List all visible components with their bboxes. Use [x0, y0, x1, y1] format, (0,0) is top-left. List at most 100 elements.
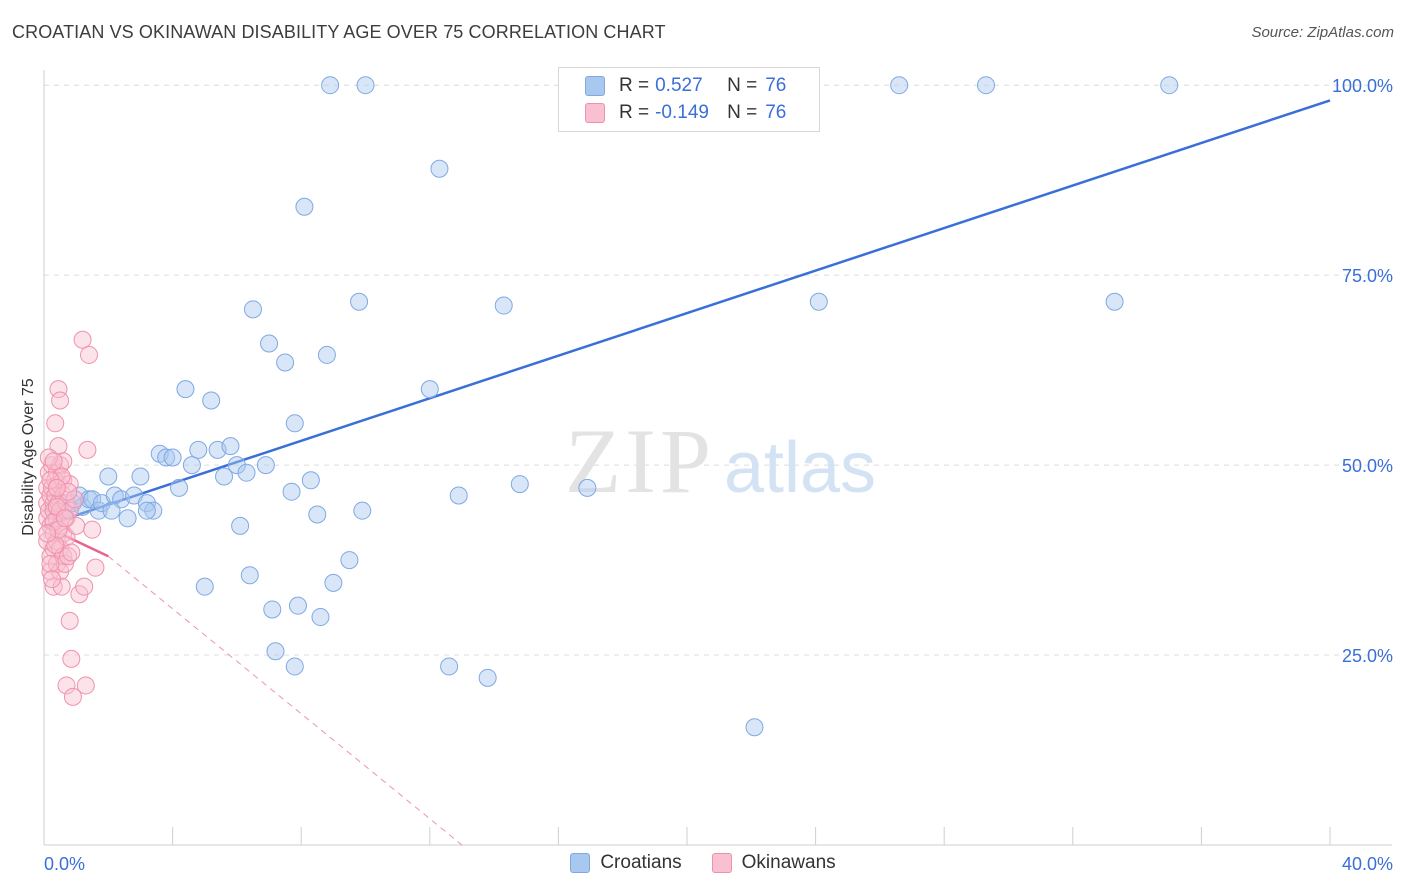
okinawan-point	[38, 524, 57, 543]
okinawan-point	[65, 490, 84, 509]
okinawan-point	[73, 330, 92, 349]
croatian-point	[240, 566, 259, 585]
series-legend: Croatians Okinawans	[0, 852, 1406, 874]
watermark-zip: ZIP	[565, 410, 715, 512]
croatian-point	[285, 657, 304, 676]
axes	[43, 70, 1392, 846]
croatian-point	[231, 516, 250, 535]
legend-r-value: -0.149	[655, 102, 709, 123]
croatian-point	[83, 490, 102, 509]
chart-title: CROATIAN VS OKINAWAN DISABILITY AGE OVER…	[12, 22, 666, 42]
okinawan-point	[52, 577, 71, 596]
okinawan-point	[49, 520, 68, 539]
croatian-point	[288, 596, 307, 615]
croatian-point	[440, 657, 459, 676]
croatian-point	[449, 486, 468, 505]
croatian-point	[510, 475, 529, 494]
okinawan-point	[75, 577, 94, 596]
croatian-point	[317, 345, 336, 364]
legend-n-label: N =	[727, 102, 758, 123]
axis-labels: 25.0% 50.0% 75.0% 100.0% 0.0% 40.0% Disability…	[20, 76, 1393, 874]
croatian-point	[356, 76, 375, 95]
croatian-point	[321, 76, 340, 95]
croatian-point	[308, 505, 327, 524]
croatian-point	[301, 471, 320, 490]
croatian-point	[256, 456, 275, 475]
croatian-point	[478, 668, 497, 687]
croatian-point	[195, 577, 214, 596]
okinawan-point	[41, 562, 60, 581]
okinawan-point	[52, 467, 71, 486]
legend-label-croatians: Croatians	[600, 852, 682, 873]
legend-swatch-okinawans	[585, 103, 605, 123]
okinawan-point	[62, 543, 81, 562]
croatian-point	[282, 482, 301, 501]
y-tick-label: 50.0%	[1342, 456, 1393, 476]
okinawan-point	[80, 345, 99, 364]
source-label: Source: ZipAtlas.com	[1251, 24, 1394, 41]
croatian-point	[260, 334, 279, 353]
data-points	[38, 76, 1179, 737]
croatian-point	[170, 478, 189, 497]
croatian-point	[311, 608, 330, 627]
legend-item-croatians[interactable]: Croatians	[570, 852, 682, 874]
legend-n-value: 76	[765, 102, 787, 123]
croatian-point	[189, 440, 208, 459]
croatian-point	[809, 292, 828, 311]
okinawan-point	[62, 649, 81, 668]
croatian-point	[285, 414, 304, 433]
legend-swatch-okinawans	[711, 853, 732, 873]
legend-item-okinawans[interactable]: Okinawans	[711, 852, 836, 874]
croatian-point	[1105, 292, 1124, 311]
croatian-point	[494, 296, 513, 315]
legend-swatch-croatians	[585, 76, 605, 96]
croatian-point	[353, 501, 372, 520]
watermark: ZIP atlas	[565, 410, 876, 512]
okinawan-point	[57, 676, 76, 695]
croatian-point	[976, 76, 995, 95]
croatian-point	[420, 380, 439, 399]
croatians-trend-line-solid	[43, 99, 1331, 528]
croatian-point	[221, 437, 240, 456]
legend-n-label: N =	[727, 75, 758, 96]
okinawan-point	[47, 478, 66, 497]
croatian-point	[182, 456, 201, 475]
legend-r-label: R =	[619, 75, 650, 96]
croatian-point	[266, 642, 285, 661]
okinawan-point	[83, 520, 102, 539]
croatian-point	[144, 501, 163, 520]
legend-label-okinawans: Okinawans	[741, 852, 836, 873]
watermark-atlas: atlas	[724, 428, 876, 508]
okinawan-point	[78, 440, 97, 459]
croatian-point	[295, 197, 314, 216]
croatian-point	[99, 467, 118, 486]
croatian-point	[263, 600, 282, 619]
okinawan-point	[46, 414, 65, 433]
croatian-point	[340, 551, 359, 570]
croatian-point	[890, 76, 909, 95]
croatian-point	[227, 456, 246, 475]
okinawan-point	[55, 509, 74, 528]
croatian-point	[1160, 76, 1179, 95]
gridlines	[44, 84, 1392, 656]
croatian-point	[578, 478, 597, 497]
legend-n-value: 76	[765, 75, 787, 96]
legend-r-value: 0.527	[655, 75, 703, 96]
legend-row-okinawans: R = -0.149 N = 76	[585, 100, 786, 126]
okinawan-point	[86, 558, 105, 577]
okinawan-point	[76, 676, 95, 695]
croatian-point	[202, 391, 221, 410]
okinawan-point	[54, 452, 73, 471]
croatian-point	[430, 159, 449, 178]
croatian-point	[131, 467, 150, 486]
x-tick-label-max: 40.0%	[1342, 854, 1393, 874]
okinawans-trend-line-dashed	[107, 555, 463, 846]
croatian-point	[745, 718, 764, 737]
croatian-point	[215, 467, 234, 486]
legend-r-label: R =	[619, 102, 650, 123]
correlation-legend: R = 0.527 N = 76 R = -0.149 N = 76	[558, 67, 820, 132]
croatian-point	[102, 501, 121, 520]
y-tick-label: 75.0%	[1342, 266, 1393, 286]
y-axis-title: Disability Age Over 75	[20, 378, 37, 536]
